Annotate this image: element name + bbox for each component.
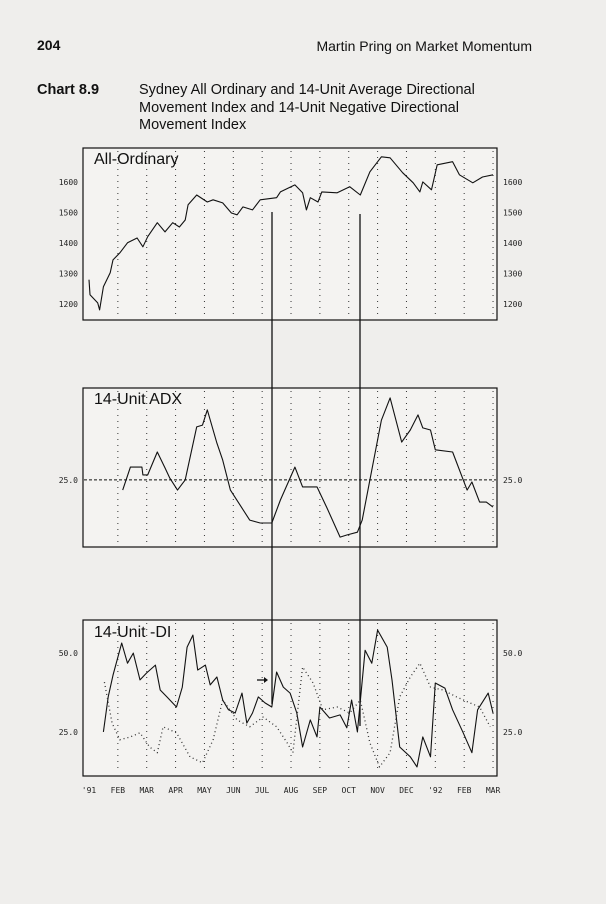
panel-title: 14-Unit ADX <box>94 391 182 408</box>
y-tick-label-right: 1200 <box>503 300 522 309</box>
x-tick-label: FEB <box>111 786 126 795</box>
series-line <box>88 156 494 311</box>
running-head: Martin Pring on Market Momentum <box>316 38 532 54</box>
y-tick-label-left: 25.0 <box>59 728 78 737</box>
y-tick-label-left: 1200 <box>59 300 78 309</box>
page-number: 204 <box>37 37 61 53</box>
chart-caption-text: Sydney All Ordinary and 14-Unit Average … <box>139 82 475 133</box>
y-tick-label-left: 1600 <box>59 178 78 187</box>
y-tick-label-left: 1400 <box>59 239 78 248</box>
x-tick-label: MAR <box>486 786 501 795</box>
x-tick-label: SEP <box>313 786 328 795</box>
x-tick-label: NOV <box>370 786 385 795</box>
x-tick-label: OCT <box>342 786 357 795</box>
x-tick-label: MAR <box>139 786 154 795</box>
panel-title: 14-Unit -DI <box>94 624 171 641</box>
panel-frame <box>82 147 498 321</box>
y-tick-label-right: 25.0 <box>503 728 522 737</box>
arrow-head-icon <box>264 677 268 683</box>
y-tick-label-right: 1600 <box>503 178 522 187</box>
y-tick-label-right: 25.0 <box>503 476 522 485</box>
y-tick-label-left: 50.0 <box>59 649 78 658</box>
y-tick-label-left: 1300 <box>59 269 78 278</box>
y-tick-label-left: 25.0 <box>59 476 78 485</box>
y-tick-label-right: 50.0 <box>503 649 522 658</box>
panel-title: All-Ordinary <box>94 151 178 168</box>
series-line <box>102 629 494 768</box>
x-tick-label: MAY <box>197 786 212 795</box>
x-tick-label: FEB <box>457 786 472 795</box>
x-tick-label: APR <box>168 786 183 795</box>
x-tick-label: AUG <box>284 786 299 795</box>
x-tick-label: DEC <box>399 786 414 795</box>
x-tick-label: '92 <box>428 786 443 795</box>
x-tick-label: JUL <box>255 786 270 795</box>
x-tick-label: '91 <box>82 786 97 795</box>
chart-caption-label: Chart 8.9 <box>37 82 100 98</box>
y-tick-label-left: 1500 <box>59 208 78 217</box>
y-tick-label-right: 1500 <box>503 208 522 217</box>
panel-frame <box>82 387 498 548</box>
x-tick-label: JUN <box>226 786 241 795</box>
y-tick-label-right: 1400 <box>503 239 522 248</box>
y-tick-label-right: 1300 <box>503 269 522 278</box>
series-line <box>122 397 494 538</box>
panel-frame <box>82 619 498 777</box>
series-line-dotted <box>103 662 491 768</box>
